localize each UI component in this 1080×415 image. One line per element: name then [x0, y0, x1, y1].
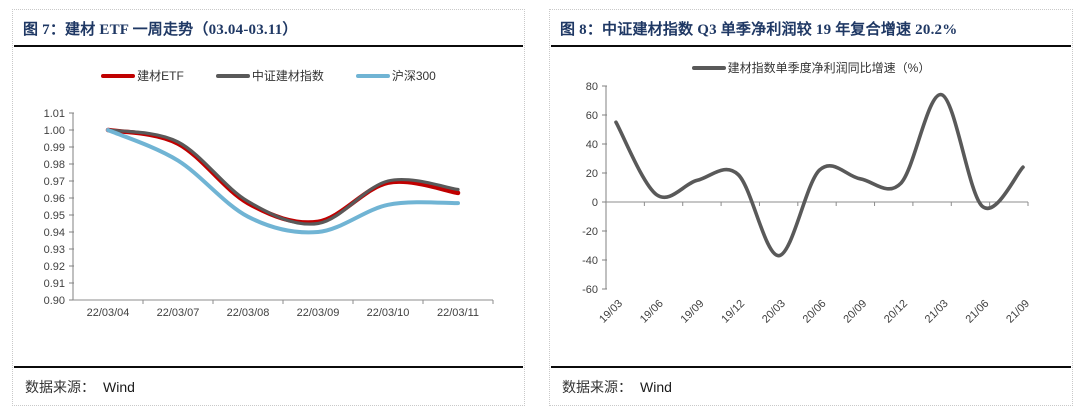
y-tick-label: 0.94 — [44, 227, 65, 239]
figure7-footer: 数据来源： Wind — [13, 368, 524, 405]
etf-week-trend-chart: 1.01 1.00 0.99 0.98 0.97 0.96 0.95 0.94 0.93 0.92… — [44, 108, 494, 319]
x-tick-label: 20/06 — [801, 298, 829, 326]
y-axis — [602, 85, 607, 290]
data-source-label: 数据来源： — [562, 380, 632, 396]
x-tick-label: 21/09 — [1004, 298, 1032, 326]
y-tick-label: 80 — [586, 81, 598, 93]
data-source-value: Wind — [103, 378, 135, 395]
legend-label: 建材ETF — [137, 69, 184, 83]
legend-item-1: 建材ETF — [101, 67, 184, 84]
x-tick-label: 22/03/04 — [87, 307, 130, 319]
y-tick-label: 0 — [592, 197, 598, 209]
legend-label: 中证建材指数 — [251, 69, 324, 83]
series-line-3 — [106, 128, 460, 235]
legend-label: 建材指数单季度净利润同比增速（%） — [727, 61, 931, 75]
y-tick-label: 40 — [586, 139, 598, 151]
y-tick-label: 0.92 — [44, 261, 65, 273]
x-tick-label: 20/03 — [760, 298, 788, 326]
legend-swatch — [691, 65, 726, 70]
y-tick-label: 0.91 — [44, 278, 65, 290]
title-rule — [551, 45, 1071, 47]
figure7-title: 图 7：建材 ETF 一周走势（03.04-03.11） — [23, 22, 298, 38]
figure7-panel: 图 7：建材 ETF 一周走势（03.04-03.11） 建材ETF 中证建材指数… — [12, 9, 525, 406]
x-tick-label: 22/03/11 — [437, 307, 479, 319]
title-rule — [14, 45, 523, 47]
footer-rule — [551, 366, 1071, 368]
x-tick-label: 20/12 — [882, 298, 910, 326]
x-axis — [73, 299, 494, 304]
y-tick-label: -60 — [582, 284, 598, 296]
x-tick-label: 22/03/10 — [367, 307, 410, 319]
x-tick-label: 19/06 — [638, 298, 666, 326]
series-line-1 — [614, 92, 1025, 258]
x-tick-label: 19/12 — [719, 298, 747, 326]
legend-swatch — [101, 73, 136, 78]
figure8-panel: 图 8：中证建材指数 Q3 单季净利润较 19 年复合增速 20.2% 建材指数… — [549, 9, 1073, 406]
figure8-chart-region: 建材指数单季度净利润同比增速（%） 80 60 40 20 0 -20 -40 -60 19/0… — [550, 47, 1072, 366]
y-tick-label: 0.93 — [44, 244, 65, 256]
x-tick-label: 21/03 — [923, 298, 951, 326]
x-tick-label: 20/09 — [841, 298, 869, 326]
x-tick-label: 22/03/08 — [227, 307, 270, 319]
y-tick-label: 20 — [586, 168, 598, 180]
series-line-2 — [106, 128, 460, 226]
legend-swatch — [215, 73, 250, 78]
x-tick-label: 19/09 — [679, 298, 707, 326]
figure8-title: 图 8：中证建材指数 Q3 单季净利润较 19 年复合增速 20.2% — [560, 22, 958, 38]
x-tick-label: 22/03/07 — [157, 307, 200, 319]
y-tick-label: 60 — [586, 110, 598, 122]
x-axis — [606, 201, 1029, 206]
series-line-1 — [105, 127, 461, 225]
y-tick-label: 0.97 — [44, 176, 65, 188]
figure7-legend: 建材ETF 中证建材指数 沪深300 — [13, 67, 524, 84]
x-tick-label: 21/06 — [963, 298, 991, 326]
legend-item-2: 中证建材指数 — [215, 67, 324, 84]
data-source-label: 数据来源： — [25, 380, 95, 396]
figure8-legend: 建材指数单季度净利润同比增速（%） — [550, 59, 1072, 76]
figure8-footer: 数据来源： Wind — [550, 368, 1072, 405]
y-tick-label: 0.98 — [44, 159, 65, 171]
figure7-chart-region: 建材ETF 中证建材指数 沪深300 1.01 1.00 0.99 0.98 0.97 0.9… — [13, 47, 524, 366]
y-axis — [69, 112, 74, 301]
legend-item-3: 沪深300 — [355, 67, 436, 84]
x-tick-label: 22/03/09 — [297, 307, 340, 319]
y-tick-label: 1.01 — [44, 108, 65, 120]
net-profit-growth-chart: 80 60 40 20 0 -20 -40 -60 19/03 19/06 19/09 19/12 20… — [582, 81, 1032, 326]
legend-swatch — [355, 73, 390, 78]
legend-item-1: 建材指数单季度净利润同比增速（%） — [691, 59, 931, 76]
x-tick-label: 19/03 — [597, 298, 625, 326]
y-tick-label: 1.00 — [44, 125, 65, 137]
y-tick-label: 0.90 — [44, 295, 65, 307]
data-source-value: Wind — [640, 378, 672, 395]
y-tick-label: -20 — [582, 226, 598, 238]
y-tick-label: 0.96 — [44, 193, 65, 205]
y-tick-label: 0.95 — [44, 210, 65, 222]
legend-label: 沪深300 — [391, 69, 436, 83]
y-tick-label: 0.99 — [44, 142, 65, 154]
y-tick-label: -40 — [582, 255, 598, 267]
footer-rule — [14, 366, 523, 368]
